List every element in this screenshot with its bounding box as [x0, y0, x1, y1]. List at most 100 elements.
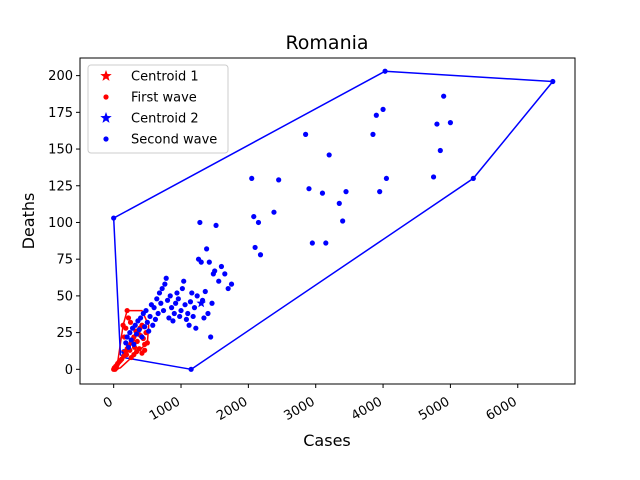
data-point-second-wave	[156, 290, 163, 296]
y-tick-label: 100	[48, 216, 73, 231]
data-point-second-wave	[181, 278, 187, 284]
data-point-second-wave	[158, 300, 164, 306]
data-point-second-wave	[142, 324, 148, 330]
data-point-second-wave	[143, 307, 149, 314]
data-point-second-wave	[164, 297, 171, 303]
data-point-second-wave	[437, 147, 443, 154]
data-point-second-wave	[257, 252, 264, 258]
data-point-first-wave	[127, 319, 134, 325]
data-point-second-wave	[159, 285, 165, 292]
legend-label: Centroid 1	[131, 70, 199, 85]
data-point-second-wave	[323, 240, 329, 246]
data-point-second-wave	[127, 330, 133, 336]
data-point-second-wave	[151, 305, 157, 311]
data-point-second-wave	[155, 310, 161, 317]
data-point-second-wave	[187, 299, 194, 305]
data-point-second-wave	[228, 281, 235, 287]
data-point-second-wave	[177, 313, 183, 320]
data-point-second-wave	[303, 131, 309, 137]
legend-star-marker	[100, 112, 112, 123]
plot-frame	[79, 57, 576, 385]
data-point-second-wave	[340, 218, 346, 224]
data-point-second-wave	[173, 300, 179, 306]
data-point-second-wave	[147, 313, 153, 320]
data-point-second-wave	[171, 310, 177, 317]
data-point-second-wave	[167, 293, 173, 299]
data-point-second-wave	[162, 281, 168, 287]
data-point-second-wave	[174, 290, 180, 296]
data-point-second-wave	[209, 300, 215, 306]
plot-clip	[111, 68, 556, 372]
data-point-first-wave	[142, 347, 148, 353]
legend-label: Second wave	[131, 133, 217, 148]
data-point-second-wave	[205, 310, 211, 317]
data-point-second-wave	[136, 327, 142, 333]
series-layer	[111, 68, 556, 372]
data-point-second-wave	[131, 341, 137, 347]
data-point-second-wave	[160, 307, 167, 314]
y-tick-label: 150	[48, 143, 73, 158]
data-point-second-wave	[182, 302, 188, 308]
data-point-second-wave	[198, 259, 204, 265]
data-point-second-wave	[197, 219, 203, 226]
data-point-second-wave	[550, 78, 556, 85]
legend-box	[87, 64, 229, 154]
data-point-second-wave	[138, 315, 144, 321]
data-point-second-wave	[166, 315, 172, 321]
data-point-second-wave	[150, 322, 156, 328]
data-point-first-wave	[134, 338, 140, 345]
data-point-second-wave	[185, 310, 191, 317]
data-point-second-wave	[168, 305, 175, 311]
data-point-first-wave	[125, 315, 132, 321]
data-point-second-wave	[216, 278, 222, 284]
data-point-second-wave	[309, 240, 315, 246]
data-point-second-wave	[204, 246, 210, 252]
data-point-second-wave	[271, 209, 277, 215]
data-point-second-wave	[276, 177, 282, 183]
data-point-second-wave	[139, 334, 145, 340]
data-point-second-wave	[208, 334, 214, 340]
legend-dot-marker	[103, 94, 109, 100]
legend-star-marker	[100, 70, 112, 81]
legend-label: First wave	[131, 91, 197, 106]
centroid-2-star	[196, 298, 206, 308]
y-axis-ticks: 0 25 50 75 100 125 150 175 200	[48, 69, 80, 378]
data-point-second-wave	[133, 331, 140, 337]
data-point-second-wave	[163, 275, 169, 281]
data-point-second-wave	[434, 121, 440, 127]
centroid-1-star	[121, 346, 131, 356]
data-point-second-wave	[447, 120, 454, 126]
data-point-second-wave	[441, 93, 447, 99]
legend-items: Centroid 1 First wave Centroid 2 Second wav…	[100, 70, 217, 148]
data-point-second-wave	[124, 334, 130, 340]
data-point-first-wave	[124, 307, 130, 314]
data-point-second-wave	[111, 215, 117, 221]
data-point-second-wave	[170, 318, 176, 324]
data-point-second-wave	[175, 296, 181, 302]
data-point-second-wave	[382, 68, 388, 74]
data-point-second-wave	[189, 290, 195, 296]
data-point-second-wave	[336, 200, 342, 206]
data-point-second-wave	[183, 316, 190, 322]
y-tick-label: 50	[56, 289, 73, 304]
data-point-second-wave	[212, 268, 218, 274]
data-point-second-wave	[144, 319, 150, 325]
data-point-second-wave	[193, 325, 199, 331]
data-point-second-wave	[380, 106, 386, 112]
data-point-second-wave	[370, 131, 376, 137]
data-point-second-wave	[470, 175, 476, 182]
data-point-second-wave	[255, 219, 262, 226]
data-point-second-wave	[179, 285, 185, 292]
data-point-second-wave	[190, 313, 196, 320]
legend-dot-marker	[103, 136, 109, 142]
chart-title: Romania	[285, 32, 368, 54]
data-point-second-wave	[377, 189, 383, 195]
data-point-second-wave	[383, 175, 390, 182]
y-tick-label: 0	[65, 363, 73, 378]
y-tick-label: 125	[48, 179, 73, 194]
data-point-second-wave	[188, 366, 194, 372]
data-point-second-wave	[123, 340, 129, 346]
data-point-second-wave	[128, 337, 134, 343]
data-point-second-wave	[326, 152, 332, 158]
